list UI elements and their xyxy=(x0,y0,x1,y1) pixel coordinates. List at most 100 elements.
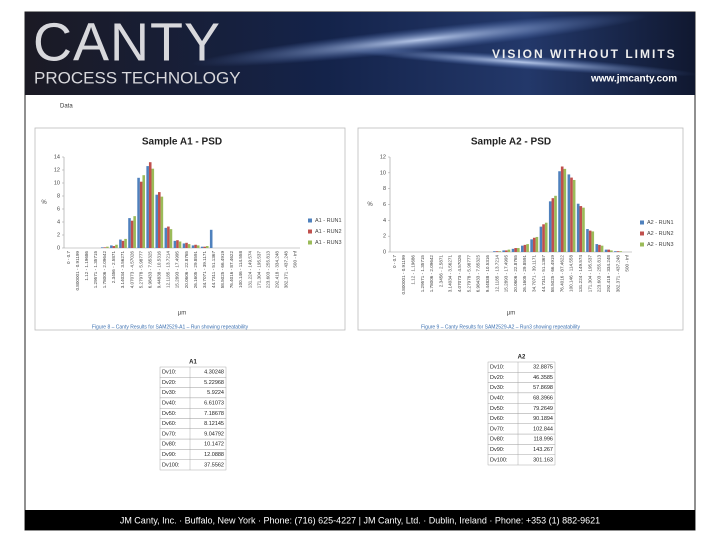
bar xyxy=(158,192,161,248)
bar xyxy=(110,245,113,248)
bar xyxy=(563,168,567,252)
table-cell: 5.9224 xyxy=(207,390,224,396)
x-tick-label: 4.07073 - 4.57026 xyxy=(457,255,462,293)
x-tick-label: 6.98433 - 7.85325 xyxy=(476,255,481,293)
bar xyxy=(535,236,539,252)
bar xyxy=(498,251,501,252)
bar xyxy=(591,231,595,252)
bar xyxy=(619,251,622,252)
bar xyxy=(187,244,191,248)
table-title: A2 xyxy=(518,355,526,361)
y-tick-label: 10 xyxy=(380,170,386,176)
bar xyxy=(560,166,564,252)
subbrand: PROCESS TECHNOLOGY xyxy=(34,68,241,87)
x-tick-label: 6.98433 - 7.85325 xyxy=(147,251,152,289)
table-cell: 102.844 xyxy=(533,426,553,432)
table-cell: Dv70: xyxy=(490,426,505,432)
x-tick-label: 0 - 0.7 xyxy=(392,255,397,268)
bar xyxy=(548,201,552,252)
y-tick-label: 12 xyxy=(54,167,60,173)
x-tick-label: 100.146 - 114.558 xyxy=(569,255,574,292)
x-tick-label: 500 - inf xyxy=(293,250,298,267)
legend-swatch xyxy=(640,242,644,247)
x-tick-label: 1.12 - 1.19686 xyxy=(410,255,415,285)
bar xyxy=(523,244,527,252)
bar xyxy=(530,239,533,252)
bar xyxy=(205,246,209,248)
table-title: A1 xyxy=(189,360,197,366)
x-tick-label: 0.800001 - 0.91199 xyxy=(75,251,80,291)
bar xyxy=(610,250,613,252)
legend-label: A1 - RUN3 xyxy=(315,240,342,246)
x-tick-label: 12.1185 - 13.7214 xyxy=(166,251,171,288)
bar xyxy=(604,249,608,252)
bar xyxy=(505,250,508,252)
table-cell: 68.3966 xyxy=(533,396,553,402)
x-tick-label: 1.29571 - 1.35715 xyxy=(420,255,425,293)
bar xyxy=(493,251,496,252)
x-tick-label: 15.2893 - 17.4995 xyxy=(175,251,180,289)
x-tick-label: 131.224 - 149.574 xyxy=(247,251,252,289)
x-tick-label: 58.5025 - 66.4919 xyxy=(220,251,225,289)
bar xyxy=(576,203,580,252)
legend-swatch xyxy=(640,220,644,225)
x-tick-label: 5.27978 - 5.98777 xyxy=(138,251,143,289)
x-tick-label: 171.304 - 195.537 xyxy=(256,251,261,289)
table-cell: 79.2649 xyxy=(533,406,553,412)
bar xyxy=(176,240,179,248)
legend-swatch xyxy=(308,229,312,234)
slogan: VISION WITHOUT LIMITS xyxy=(492,47,677,61)
table-cell: 6.61073 xyxy=(204,401,224,407)
bar xyxy=(209,229,213,248)
y-tick-label: 0 xyxy=(57,245,60,251)
bar xyxy=(614,251,617,252)
legend-label: A1 - RUN2 xyxy=(315,229,342,235)
x-tick-label: 0 - 0.7 xyxy=(66,251,71,264)
bar xyxy=(191,245,195,248)
bar xyxy=(600,245,604,252)
table-cell: 32.8875 xyxy=(533,365,553,371)
table-cell: Dv90: xyxy=(162,452,177,458)
table-cell: Dv20: xyxy=(162,380,177,386)
x-tick-label: 9.44838 - 10.5316 xyxy=(485,255,490,293)
table-cell: 37.5562 xyxy=(204,462,224,468)
table-cell: 46.3585 xyxy=(533,375,553,381)
x-tick-label: 26.1605 - 29.8591 xyxy=(522,255,527,293)
table-cell: Dv100: xyxy=(162,462,180,468)
x-tick-label: 100.146 - 114.558 xyxy=(238,251,243,288)
bar xyxy=(173,240,177,248)
table-cell: 10.1472 xyxy=(204,442,224,448)
x-tick-label: 20.0606 - 22.8765 xyxy=(184,251,189,289)
table-row xyxy=(159,459,227,471)
bar xyxy=(151,168,155,248)
x-tick-label: 76.4016 - 87.4622 xyxy=(229,251,234,289)
table-cell: 8.12145 xyxy=(204,421,224,427)
footer-bar xyxy=(25,510,695,530)
bar xyxy=(185,242,188,248)
x-tick-label: 292.418 - 334.248 xyxy=(275,251,280,289)
bar xyxy=(595,244,599,252)
bar xyxy=(532,237,536,252)
bar xyxy=(103,247,107,248)
table-cell: Dv50: xyxy=(490,406,505,412)
table-cell: 90.1894 xyxy=(533,416,553,422)
bar xyxy=(203,246,206,248)
bar xyxy=(514,248,517,252)
x-tick-label: 382.371 - 437.248 xyxy=(615,255,620,293)
y-tick-label: 14 xyxy=(54,154,60,160)
x-tick-label: 2.3456 - 2.5871 xyxy=(111,251,116,284)
table-cell: 9.04792 xyxy=(204,431,224,437)
bar xyxy=(139,181,143,248)
website: www.jmcanty.com xyxy=(590,74,677,85)
y-tick-label: 0 xyxy=(383,249,386,255)
table-cell: 12.0888 xyxy=(204,452,224,458)
table-cell: 7.18678 xyxy=(204,411,224,417)
x-tick-label: 9.44838 - 10.5316 xyxy=(157,251,162,289)
table-cell: Dv10: xyxy=(490,365,505,371)
bar xyxy=(521,245,524,252)
bar xyxy=(582,207,585,252)
bar xyxy=(148,162,152,248)
x-tick-label: 500 - inf xyxy=(625,254,630,271)
table-cell: Dv80: xyxy=(490,437,505,443)
